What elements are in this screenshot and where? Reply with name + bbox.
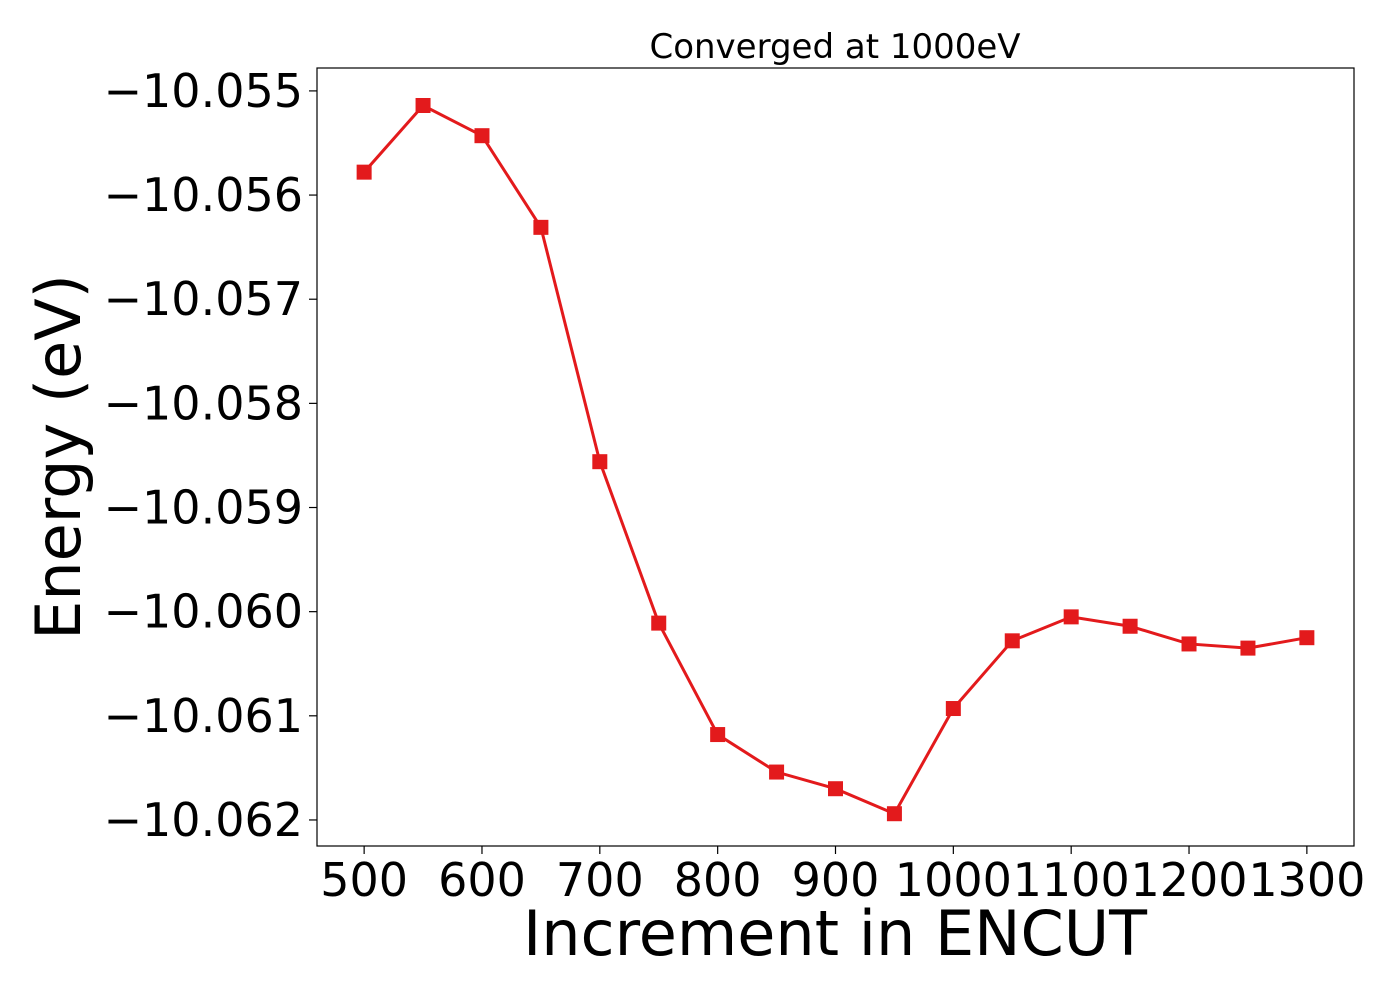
x-axis-ticks: 500 600 700 800 900 1000 1100 1200 1300 <box>320 846 1365 907</box>
data-point-marker <box>415 97 431 113</box>
data-point-marker <box>1181 636 1197 652</box>
data-point-marker <box>1004 633 1020 649</box>
y-tick-label: −10.057 <box>104 272 304 326</box>
chart-title: Converged at 1000eV <box>649 27 1020 67</box>
data-point-marker <box>945 701 961 717</box>
x-tick-label: 600 <box>438 853 526 907</box>
x-tick-label: 1000 <box>895 853 1012 907</box>
data-point-marker <box>828 781 843 797</box>
data-point-marker <box>474 128 490 144</box>
x-tick-label: 900 <box>792 853 880 907</box>
x-tick-label: 1100 <box>1013 853 1130 907</box>
data-point-marker <box>1063 609 1079 625</box>
data-point-marker <box>1299 630 1315 646</box>
data-point-marker <box>356 164 372 180</box>
y-tick-label: −10.060 <box>104 585 304 639</box>
data-point-marker <box>592 454 608 470</box>
y-tick-label: −10.062 <box>104 793 304 847</box>
x-tick-label: 500 <box>320 853 408 907</box>
x-axis-title: Increment in ENCUT <box>523 897 1148 970</box>
x-tick-label: 700 <box>556 853 644 907</box>
x-tick-label: 800 <box>674 853 762 907</box>
data-point-marker <box>886 806 902 822</box>
data-point-marker <box>533 219 549 235</box>
x-tick-label: 1300 <box>1248 853 1365 907</box>
plot-area-frame <box>316 67 1355 847</box>
y-tick-label: −10.056 <box>104 168 304 222</box>
y-axis-title: Energy (eV) <box>22 274 95 640</box>
data-point-marker <box>710 727 726 743</box>
data-point-marker <box>1240 640 1256 656</box>
data-point-marker <box>651 615 667 631</box>
y-tick-label: −10.061 <box>104 689 304 743</box>
y-axis-ticks: −10.055 −10.056 −10.057 −10.058 −10.059 −10.0… <box>104 64 317 847</box>
series-layer <box>356 97 1315 822</box>
data-point-marker <box>1122 618 1138 634</box>
y-tick-label: −10.055 <box>104 64 304 118</box>
data-point-marker <box>769 764 785 780</box>
series-line <box>363 103 1308 816</box>
x-tick-label: 1200 <box>1130 853 1247 907</box>
y-tick-label: −10.059 <box>104 481 304 535</box>
y-tick-label: −10.058 <box>104 376 304 430</box>
